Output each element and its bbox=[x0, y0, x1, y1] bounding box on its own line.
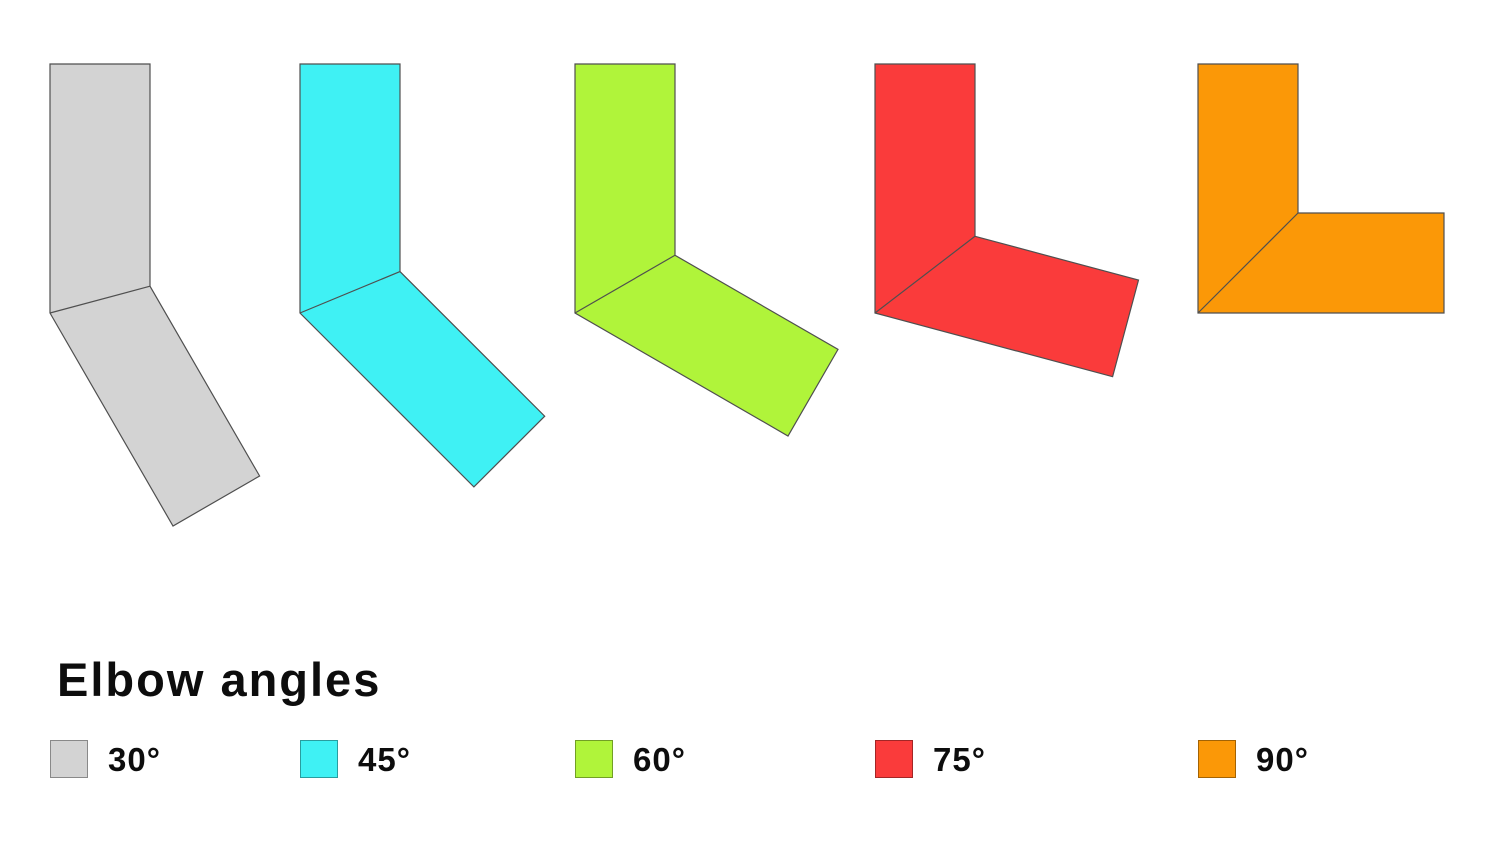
elbow-joint-line-45 bbox=[299, 271, 401, 314]
elbow-joint-line-60 bbox=[574, 254, 676, 314]
elbow-shape-60 bbox=[574, 63, 839, 437]
elbow-joint-line-30 bbox=[49, 285, 151, 314]
figure-title: Elbow angles bbox=[57, 653, 382, 706]
elbow-joint-line-75 bbox=[874, 235, 976, 314]
elbow-shape-75 bbox=[874, 63, 1140, 378]
elbow-shape-45 bbox=[299, 63, 546, 488]
elbow-shape-30 bbox=[49, 63, 261, 527]
elbow-joint-line-90 bbox=[1197, 212, 1299, 314]
